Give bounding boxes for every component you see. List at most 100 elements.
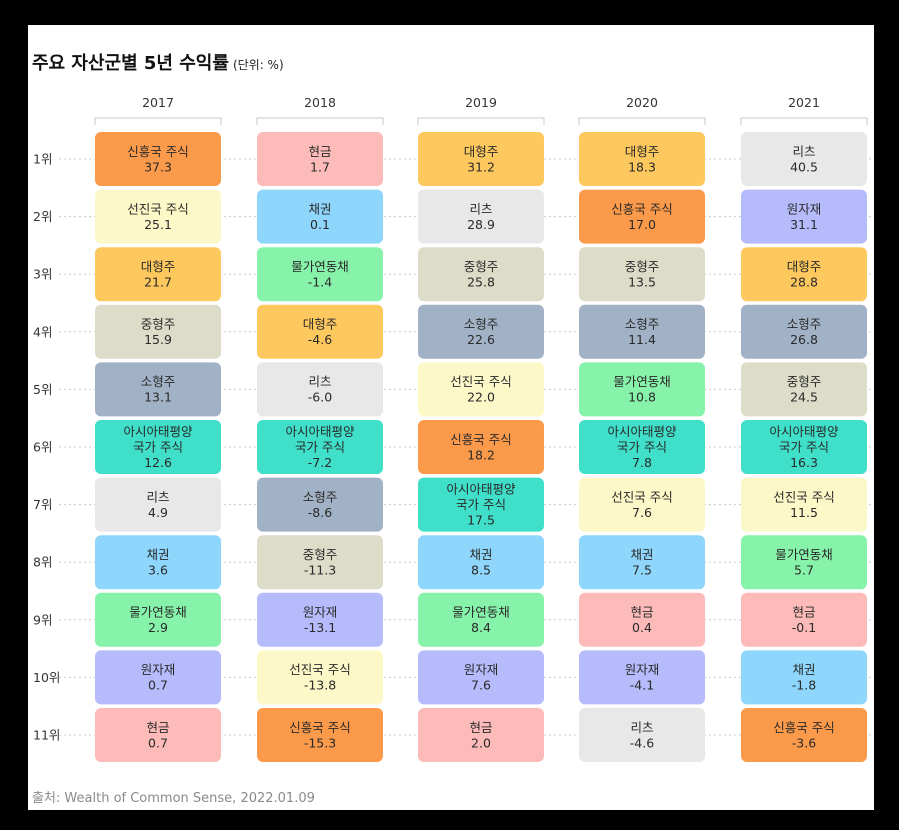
- cell-box: [418, 304, 544, 359]
- cell-asset-label: 대형주: [787, 259, 822, 274]
- chart-panel: 주요 자산군별 5년 수익률 (단위: %) 2017 2018 2019 2020 20…: [28, 25, 874, 810]
- cell-asset-label: 중형주: [464, 259, 499, 274]
- cell-asset-label: 현금: [792, 605, 815, 620]
- cell-box: [95, 535, 221, 590]
- cell-box: [95, 477, 221, 532]
- cell-box: [741, 362, 867, 417]
- cell-value: -13.1: [304, 620, 336, 635]
- cell-asset-label: 물가연동채: [452, 605, 510, 620]
- rank-label: 2위: [33, 209, 52, 224]
- cell-asset-label: 소형주: [787, 317, 822, 332]
- cell-asset-label: 신흥국 주식: [289, 720, 350, 735]
- cell-value: 22.6: [467, 332, 495, 347]
- rank-label: 7위: [33, 497, 52, 512]
- cell-box: [741, 535, 867, 590]
- cell-asset-label: 리츠: [308, 374, 331, 389]
- cell-value: 7.8: [632, 455, 652, 470]
- cell: 원자재-4.1: [579, 650, 705, 705]
- cell-asset-label: 채권: [146, 547, 169, 562]
- cell-value: 11.4: [628, 332, 656, 347]
- cell-box: [257, 535, 383, 590]
- cell: 원자재-13.1: [257, 592, 383, 647]
- cell-value: -1.8: [792, 678, 816, 693]
- cell-asset-label: 현금: [469, 720, 492, 735]
- cell-asset-label: 원자재: [625, 662, 660, 677]
- cell-value: 7.6: [471, 678, 491, 693]
- cell-box: [418, 650, 544, 705]
- cell-asset-label: 대형주: [625, 144, 660, 159]
- cell-box: [257, 420, 383, 474]
- cell: 현금0.4: [579, 592, 705, 647]
- cell-box: [579, 132, 705, 186]
- cell-asset-label: 국가 주식: [456, 497, 506, 512]
- cell-value: -15.3: [304, 735, 336, 750]
- cell-box: [579, 535, 705, 590]
- cell-box: [95, 304, 221, 359]
- cell-asset-label: 현금: [146, 720, 169, 735]
- cell-box: [579, 592, 705, 647]
- cell-box: [257, 362, 383, 417]
- cell-asset-label: 원자재: [303, 605, 338, 620]
- cell-asset-label: 리츠: [630, 720, 653, 735]
- cell-box: [95, 132, 221, 186]
- cell-value: 40.5: [790, 159, 818, 174]
- cell-value: 28.8: [790, 274, 818, 289]
- cell-box: [579, 650, 705, 705]
- cell-asset-label: 원자재: [787, 201, 822, 216]
- cell-asset-label: 소형주: [303, 489, 338, 504]
- cell-value: 3.6: [148, 562, 168, 577]
- cell-asset-label: 국가 주식: [779, 440, 829, 455]
- cell: 선진국 주식7.6: [579, 477, 705, 532]
- cell-box: [257, 189, 383, 244]
- column-header: 2018: [304, 95, 336, 110]
- cell: 현금1.7: [257, 132, 383, 186]
- rank-label: 8위: [33, 555, 52, 570]
- cell-box: [257, 592, 383, 647]
- cell-box: [95, 708, 221, 762]
- unit-label: (단위: %): [232, 58, 284, 72]
- cell-value: -3.6: [792, 735, 816, 750]
- cell-value: 15.9: [144, 332, 172, 347]
- cell-asset-label: 채권: [792, 662, 815, 677]
- cell: 물가연동채-1.4: [257, 247, 383, 302]
- rank-label: 5위: [33, 382, 52, 397]
- cell-box: [418, 592, 544, 647]
- cell-box: [95, 650, 221, 705]
- cell-box: [257, 477, 383, 532]
- cell-box: [579, 304, 705, 359]
- cell-value: 10.8: [628, 390, 656, 405]
- cell-asset-label: 리츠: [792, 144, 815, 159]
- cell-box: [741, 304, 867, 359]
- cell-asset-label: 중형주: [625, 259, 660, 274]
- cell: 리츠4.9: [95, 477, 221, 532]
- cell-value: 0.4: [632, 620, 652, 635]
- cell-value: 24.5: [790, 390, 818, 405]
- cell-asset-label: 아시아태평양: [123, 424, 193, 439]
- cell-value: 0.7: [148, 735, 168, 750]
- rank-label: 9위: [33, 612, 52, 627]
- cell-value: 13.1: [144, 390, 172, 405]
- column-bracket: [417, 117, 545, 125]
- cell-value: 2.0: [471, 735, 491, 750]
- cell-value: 22.0: [467, 390, 495, 405]
- cell-asset-label: 물가연동채: [775, 547, 833, 562]
- rank-label: 1위: [33, 152, 52, 167]
- cell-box: [418, 362, 544, 417]
- cell-box: [418, 132, 544, 186]
- cell-asset-label: 아시아태평양: [285, 424, 355, 439]
- cell-box: [257, 247, 383, 302]
- cell: 대형주-4.6: [257, 304, 383, 359]
- cell-value: -4.1: [630, 678, 654, 693]
- cell: 채권7.5: [579, 535, 705, 590]
- cell-value: -8.6: [308, 505, 332, 520]
- cell-asset-label: 소형주: [625, 317, 660, 332]
